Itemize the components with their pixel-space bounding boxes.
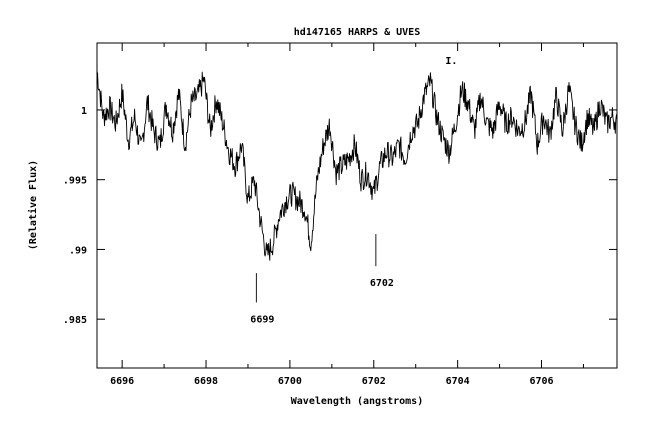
- axis-ticks: [97, 43, 617, 368]
- x-tick-label: 6696: [110, 376, 134, 387]
- y-tick-label: 1: [81, 106, 87, 117]
- panel-label: I.: [445, 56, 457, 67]
- line-annotations: 6699 6702 I.: [250, 56, 457, 326]
- y-tick-label: .985: [63, 315, 87, 326]
- line-marker-label: 6702: [370, 278, 394, 289]
- x-tick-label: 6700: [278, 376, 302, 387]
- spectrum-line: [96, 70, 618, 261]
- y-tick-label: .995: [63, 176, 87, 187]
- tick-labels: 6696 6698 6700 6702 6704 6706 .985 .99 .995 1: [63, 106, 554, 387]
- y-axis-label: (Relative Flux): [27, 160, 39, 250]
- x-axis-label: Wavelength (angstroms): [291, 396, 423, 407]
- x-tick-label: 6706: [529, 376, 553, 387]
- x-tick-label: 6698: [194, 376, 218, 387]
- y-tick-label: .99: [69, 245, 87, 256]
- x-tick-label: 6704: [446, 376, 470, 387]
- plot-frame: [96, 42, 618, 369]
- chart-title: hd147165 HARPS & UVES: [294, 27, 420, 38]
- line-marker-label: 6699: [250, 314, 274, 325]
- x-tick-label: 6702: [362, 376, 386, 387]
